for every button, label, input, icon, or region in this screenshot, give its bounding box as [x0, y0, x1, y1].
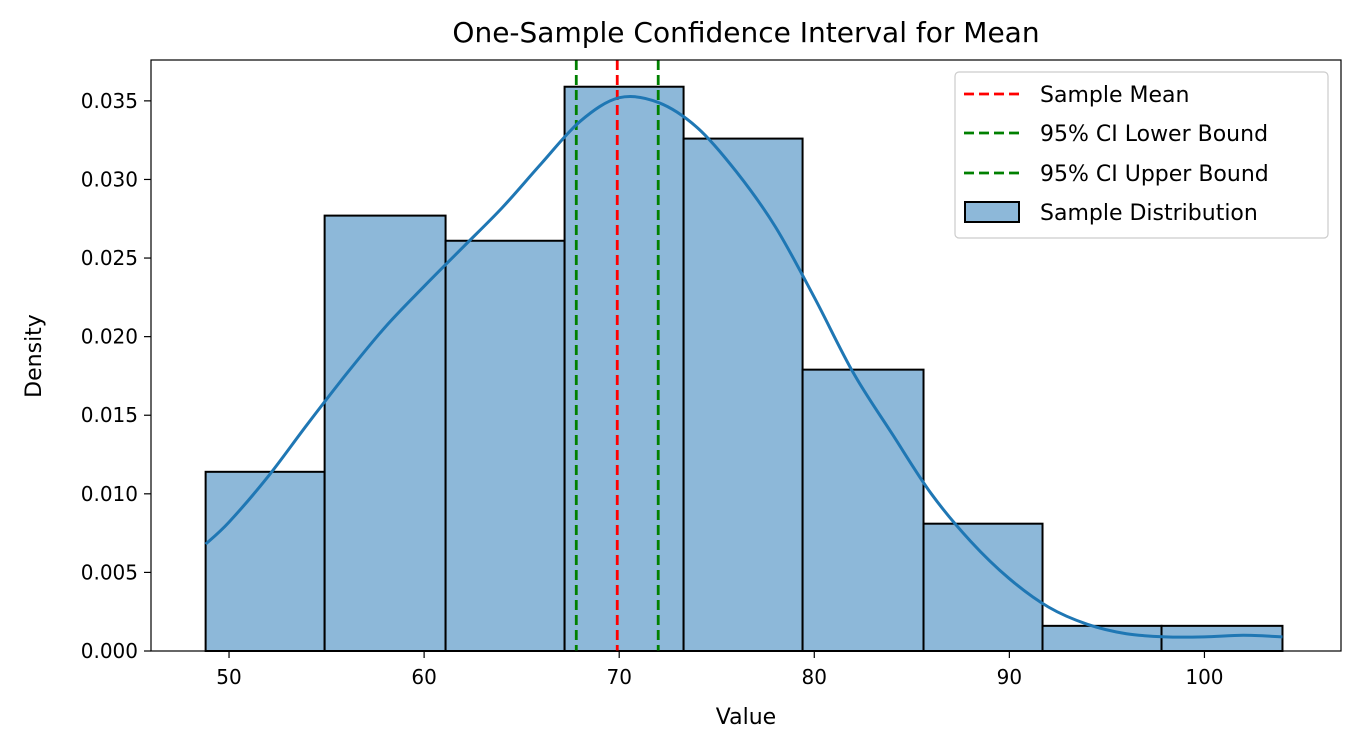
legend-label-95-ci-lower-bound: 95% CI Lower Bound — [1040, 122, 1268, 147]
legend-label-sample-mean: Sample Mean — [1040, 83, 1189, 108]
histogram-bar-3 — [444, 239, 566, 653]
x-axis-ticks: 50 60 70 80 90 100 — [216, 651, 1224, 689]
legend: Sample Mean 95% CI Lower Bound 95% CI Uppe… — [954, 71, 1329, 239]
y-tick-label: 0.010 — [81, 482, 138, 506]
y-tick-label: 0.025 — [81, 246, 138, 270]
y-axis-label: Density — [22, 314, 47, 398]
y-tick-label: 0.015 — [81, 403, 138, 427]
y-axis-ticks: 0.000 0.005 0.010 0.015 0.020 0.025 0.030 0.035 — [81, 89, 151, 663]
kde-curve — [204, 94, 1283, 639]
reference-lines — [574, 60, 660, 651]
kde-curve-layer — [204, 94, 1283, 639]
x-axis-label: Value — [716, 705, 776, 730]
legend-label-sample-distribution: Sample Distribution — [1040, 201, 1258, 226]
x-tick-label: 80 — [802, 665, 827, 689]
x-tick-label: 50 — [216, 665, 241, 689]
histogram-bar-7 — [922, 522, 1044, 653]
x-tick-label: 60 — [411, 665, 436, 689]
x-tick-label: 90 — [997, 665, 1022, 689]
legend-swatch-sample-distribution — [964, 201, 1020, 223]
y-tick-label: 0.020 — [81, 325, 138, 349]
histogram-bar-2 — [323, 214, 447, 652]
legend-box — [954, 71, 1329, 239]
histogram-bar-1 — [204, 470, 326, 653]
histogram-bar-4 — [563, 85, 685, 652]
x-tick-label: 70 — [606, 665, 631, 689]
histogram-bars — [204, 85, 1284, 653]
x-tick-label: 100 — [1185, 665, 1223, 689]
chart-title: One-Sample Confidence Interval for Mean — [452, 16, 1039, 49]
legend-label-95-ci-upper-bound: 95% CI Upper Bound — [1040, 162, 1269, 187]
plot-frame — [150, 59, 1342, 652]
y-tick-label: 0.035 — [81, 89, 138, 113]
y-tick-label: 0.000 — [81, 639, 138, 663]
y-tick-label: 0.030 — [81, 167, 138, 191]
histogram-bar-6 — [801, 368, 925, 652]
histogram-bar-5 — [682, 137, 804, 652]
y-tick-label: 0.005 — [81, 560, 138, 584]
